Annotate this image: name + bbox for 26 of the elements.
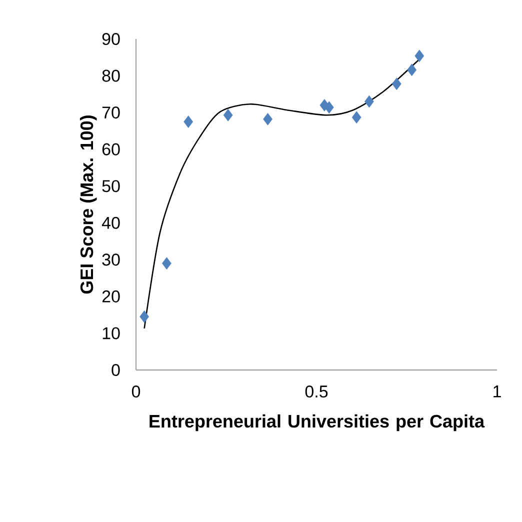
y-axis-title: GEI Score (Max. 100) bbox=[80, 116, 97, 294]
point bbox=[263, 112, 272, 126]
y-tick-label: 40 bbox=[102, 216, 120, 229]
point bbox=[324, 101, 334, 114]
point bbox=[140, 310, 150, 323]
point bbox=[364, 95, 374, 108]
y-tick-label: 50 bbox=[102, 180, 120, 192]
y-tick-label: 10 bbox=[102, 327, 120, 340]
y-tick-label: 80 bbox=[102, 70, 120, 82]
point bbox=[184, 116, 194, 128]
x-axis-title: Entrepreneurial Universities per Capita bbox=[150, 414, 485, 432]
y-tick-label: 30 bbox=[102, 254, 120, 266]
point bbox=[223, 108, 233, 122]
point bbox=[392, 78, 402, 90]
point bbox=[162, 257, 172, 270]
y-tick-label: 60 bbox=[102, 143, 120, 156]
y-tick-label: 70 bbox=[102, 106, 120, 119]
x-tick-label: 0 bbox=[132, 386, 140, 398]
y-tick-label: 20 bbox=[102, 290, 120, 302]
point bbox=[352, 111, 362, 124]
point bbox=[414, 50, 424, 62]
point bbox=[407, 64, 417, 76]
y-tick-label: 0 bbox=[112, 364, 120, 376]
x-tick-label: 1 bbox=[494, 386, 501, 398]
y-tick-label: 90 bbox=[102, 32, 120, 46]
x-tick-label: 0.5 bbox=[305, 386, 328, 398]
